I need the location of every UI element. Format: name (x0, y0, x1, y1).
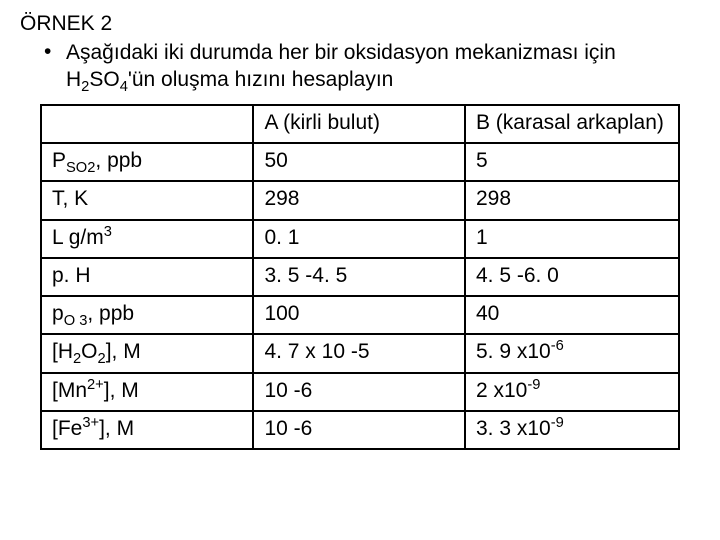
table-row: [Fe3+], M10 -63. 3 x10-9 (41, 411, 679, 449)
table-header-cell: A (kirli bulut) (253, 105, 465, 143)
table-row: [Mn2+], M10 -62 x10-9 (41, 373, 679, 411)
table-cell: [H2O2], M (41, 334, 253, 372)
table-cell: 5 (465, 143, 679, 181)
table-cell: [Fe3+], M (41, 411, 253, 449)
table-cell: 4. 7 x 10 -5 (253, 334, 465, 372)
table-row: p. H3. 5 -4. 54. 5 -6. 0 (41, 258, 679, 296)
bullet-marker: • (44, 40, 66, 94)
table-cell: 1 (465, 220, 679, 258)
bullet-text: Aşağıdaki iki durumda her bir oksidasyon… (66, 40, 700, 94)
bullet-item: • Aşağıdaki iki durumda her bir oksidasy… (20, 40, 700, 94)
table-cell: 10 -6 (253, 411, 465, 449)
table-cell: pO 3, ppb (41, 296, 253, 334)
table-row: pO 3, ppb10040 (41, 296, 679, 334)
table-cell: L g/m3 (41, 220, 253, 258)
table-row: T, K298298 (41, 181, 679, 219)
table-cell: 2 x10-9 (465, 373, 679, 411)
table-cell: T, K (41, 181, 253, 219)
table-cell: p. H (41, 258, 253, 296)
table-row: [H2O2], M4. 7 x 10 -55. 9 x10-6 (41, 334, 679, 372)
table-body: A (kirli bulut)B (karasal arkaplan)PSO2,… (41, 105, 679, 449)
table-cell: PSO2, ppb (41, 143, 253, 181)
table-cell: 50 (253, 143, 465, 181)
table-header-cell: B (karasal arkaplan) (465, 105, 679, 143)
table-cell: 40 (465, 296, 679, 334)
table-cell: 5. 9 x10-6 (465, 334, 679, 372)
table-cell: 10 -6 (253, 373, 465, 411)
table-cell: 298 (465, 181, 679, 219)
table-row: PSO2, ppb505 (41, 143, 679, 181)
table-cell: 3. 5 -4. 5 (253, 258, 465, 296)
table-header-cell (41, 105, 253, 143)
data-table: A (kirli bulut)B (karasal arkaplan)PSO2,… (40, 104, 680, 450)
table-row: A (kirli bulut)B (karasal arkaplan) (41, 105, 679, 143)
table-row: L g/m30. 11 (41, 220, 679, 258)
table-cell: 4. 5 -6. 0 (465, 258, 679, 296)
example-title: ÖRNEK 2 (20, 12, 700, 36)
table-cell: [Mn2+], M (41, 373, 253, 411)
table-cell: 100 (253, 296, 465, 334)
table-cell: 0. 1 (253, 220, 465, 258)
table-cell: 298 (253, 181, 465, 219)
table-cell: 3. 3 x10-9 (465, 411, 679, 449)
